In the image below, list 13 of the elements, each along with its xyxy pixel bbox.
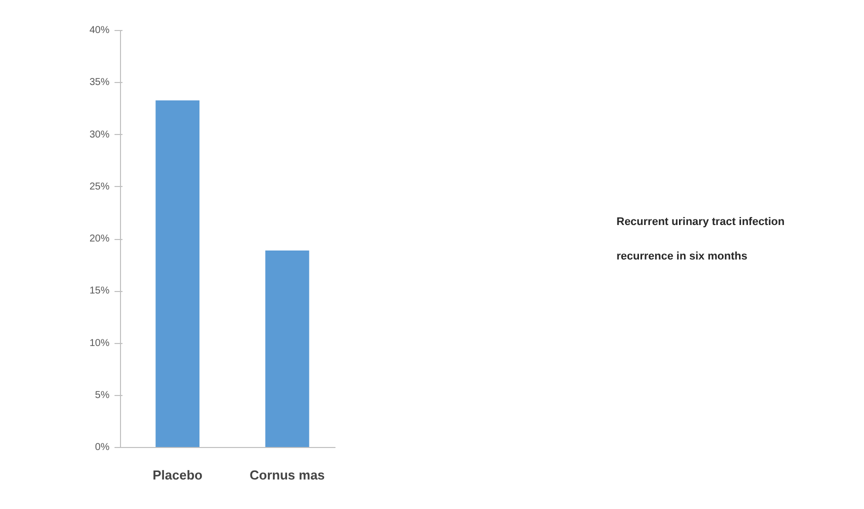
y-tick-label: 25% xyxy=(89,181,110,192)
y-tick-label: 30% xyxy=(89,129,110,140)
y-tick-label: 10% xyxy=(89,338,110,349)
text: recurrence in six months xyxy=(616,250,748,263)
y-tick-label: 35% xyxy=(89,77,110,88)
y-tick-label: 20% xyxy=(89,234,110,244)
text: Recurrent urinary tract infection xyxy=(616,216,785,228)
y-tick-label: 40% xyxy=(89,25,110,36)
y-tick-label: 0% xyxy=(95,442,110,453)
y-tick-label: 15% xyxy=(89,286,110,297)
x-tick-label: Cornus mas xyxy=(250,468,325,482)
x-tick-label: Placebo xyxy=(152,468,203,482)
y-tick-label: 5% xyxy=(95,390,110,401)
